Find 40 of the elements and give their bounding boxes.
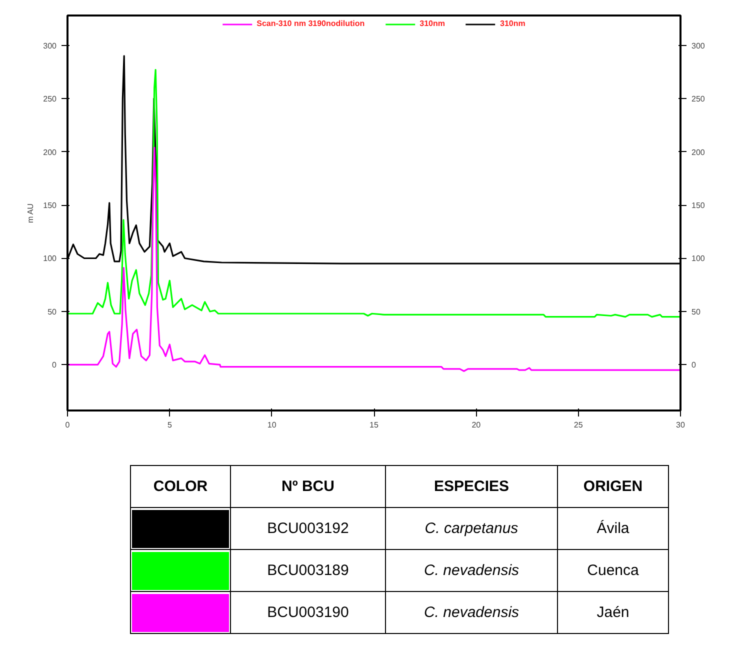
text: ORIGEN xyxy=(558,466,668,508)
text: ESPECIES xyxy=(386,466,558,508)
text: COLOR xyxy=(130,466,230,508)
y-tick-label: 300 xyxy=(43,41,58,50)
y2-tick-label: 50 xyxy=(692,307,701,316)
x-tick-label: 10 xyxy=(267,420,277,430)
text: BCU003192 xyxy=(230,508,386,550)
y-tick-label: 100 xyxy=(43,254,58,264)
line-series xyxy=(68,146,680,372)
x-tick-label: 20 xyxy=(472,420,482,430)
text: BCU003189 xyxy=(230,550,386,592)
y2-tick-label: 100 xyxy=(692,254,706,264)
x-tick-label: 15 xyxy=(370,420,379,430)
legend-label: 310nm xyxy=(420,19,446,28)
y-tick-label: 150 xyxy=(43,201,58,210)
x-tick-label: 25 xyxy=(574,420,584,430)
y-tick-label: 50 xyxy=(48,307,58,316)
text: Ávila xyxy=(558,508,668,550)
y2-tick-label: 250 xyxy=(692,94,706,104)
x-tick-label: 30 xyxy=(676,420,686,430)
y-tick-label: 250 xyxy=(43,94,58,104)
legend-label: Scan-310 nm 3190nodilution xyxy=(256,19,365,28)
text: Jaén xyxy=(558,592,668,634)
y2-tick-label: 300 xyxy=(692,41,706,50)
line-series xyxy=(68,69,680,318)
text: C. nevadensis xyxy=(386,550,558,592)
x-tick-label: 5 xyxy=(167,420,172,430)
text: C. carpetanus xyxy=(386,508,558,550)
y2-tick-label: 0 xyxy=(692,360,696,370)
text: C. nevadensis xyxy=(386,592,558,634)
y2-tick-label: 150 xyxy=(692,201,706,210)
text: BCU003190 xyxy=(230,592,386,634)
text: Nº BCU xyxy=(230,466,386,508)
y-tick-label: 200 xyxy=(43,148,58,157)
x-tick-label: 0 xyxy=(65,420,70,430)
y2-tick-label: 200 xyxy=(692,148,706,157)
legend-label: 310nm xyxy=(500,19,526,28)
y-axis-title: m AU xyxy=(26,203,36,223)
text: Cuenca xyxy=(558,550,668,592)
y-tick-label: 0 xyxy=(52,360,58,370)
